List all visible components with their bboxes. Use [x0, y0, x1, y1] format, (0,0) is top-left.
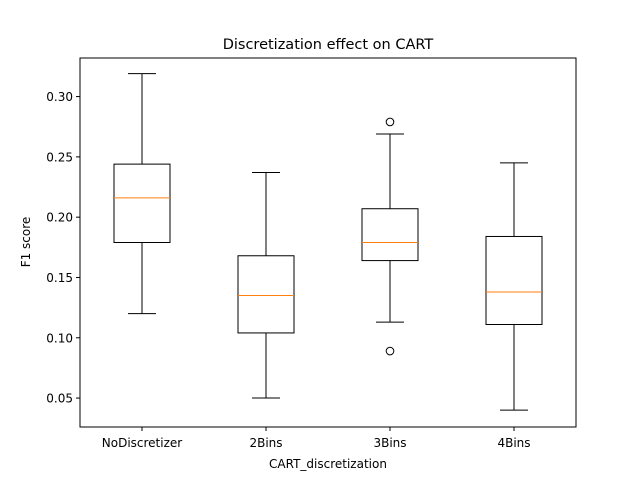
outlier-point [385, 117, 395, 127]
chart-title: Discretization effect on CART [223, 37, 434, 53]
y-tick-label: 0.10 [46, 331, 73, 345]
y-tick-label: 0.30 [46, 90, 73, 104]
y-tick-label: 0.25 [46, 150, 73, 164]
x-axis: NoDiscretizer 2Bins 3Bins 4Bins [102, 427, 531, 450]
x-tick-label: 2Bins [249, 436, 282, 450]
box-2bins [237, 172, 295, 399]
x-tick-label: NoDiscretizer [102, 436, 183, 450]
y-tick-label: 0.15 [46, 271, 73, 285]
box-iqr [237, 255, 295, 334]
outlier-point [385, 346, 395, 356]
x-tick-label: 4Bins [497, 436, 530, 450]
y-tick-label: 0.05 [46, 392, 73, 406]
y-tick-label: 0.20 [46, 211, 73, 225]
x-tick-label: 3Bins [373, 436, 406, 450]
plot-frame [79, 57, 577, 428]
box-iqr [361, 208, 419, 262]
x-axis-label: CART_discretization [269, 457, 387, 471]
box-nodiscretizer [113, 73, 171, 315]
box-iqr [485, 235, 543, 325]
y-axis-label: F1 score [19, 217, 33, 268]
box-4bins [485, 162, 543, 411]
y-axis: 0.05 0.10 0.15 0.20 0.25 0.30 [46, 90, 80, 406]
box-3bins [361, 117, 419, 356]
boxes-group [113, 73, 543, 411]
box-iqr [113, 163, 171, 243]
